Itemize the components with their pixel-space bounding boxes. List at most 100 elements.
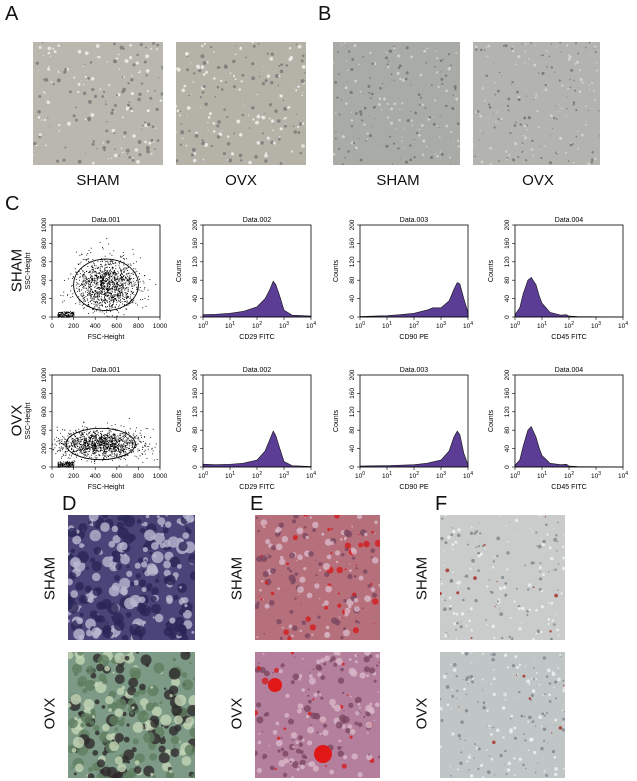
event-dot: [135, 427, 137, 429]
event-dot: [118, 280, 120, 282]
event-dot: [82, 275, 84, 277]
event-dot: [97, 439, 99, 441]
event-dot: [150, 437, 152, 439]
event-dot: [141, 453, 143, 454]
event-dot: [124, 297, 126, 299]
event-dot: [90, 295, 92, 297]
event-dot: [117, 284, 119, 286]
event-dot: [71, 312, 73, 314]
event-dot: [74, 451, 76, 452]
event-dot: [115, 280, 117, 282]
event-dot: [91, 275, 93, 277]
y-tick-label: 120: [349, 406, 356, 417]
event-dot: [116, 301, 118, 303]
event-dot: [135, 447, 137, 449]
x-axis-label: FSC-Height: [88, 484, 125, 491]
y-tick-label: 400: [41, 424, 48, 435]
event-dot: [114, 423, 116, 425]
x-tick-label: 800: [133, 473, 144, 480]
event-dot: [89, 437, 91, 439]
event-dot: [84, 451, 86, 453]
event-dot: [82, 452, 84, 454]
event-dot: [81, 254, 83, 256]
event-dot: [63, 316, 65, 317]
event-dot: [60, 465, 62, 467]
y-tick-label: 160: [504, 388, 511, 399]
event-dot: [88, 287, 90, 289]
event-dot: [122, 268, 124, 270]
event-dot: [117, 446, 119, 448]
event-dot: [67, 464, 69, 466]
event-dot: [87, 253, 89, 254]
event-dot: [105, 281, 107, 283]
event-dot: [107, 287, 108, 289]
event-dot: [110, 443, 112, 445]
event-dot: [84, 439, 86, 441]
event-dot: [113, 297, 115, 299]
event-dot: [127, 304, 129, 306]
event-dot: [89, 432, 91, 434]
plot-frame: [359, 224, 469, 318]
event-dot: [116, 455, 117, 457]
event-dot: [111, 268, 113, 270]
event-dot: [113, 273, 115, 275]
event-dot: [113, 294, 115, 296]
event-dot: [80, 444, 82, 446]
event-dot: [90, 295, 92, 297]
event-dot: [60, 314, 62, 316]
event-dot: [109, 301, 111, 303]
event-dot: [91, 267, 93, 269]
event-dot: [117, 451, 119, 453]
event-dot: [75, 451, 77, 452]
event-dot: [57, 462, 59, 464]
event-dot: [144, 444, 145, 446]
event-dot: [130, 302, 132, 304]
event-dot: [84, 285, 86, 286]
event-dot: [128, 281, 130, 283]
event-dot: [63, 444, 65, 446]
x-axis-label: CD45 FITC: [551, 484, 586, 491]
event-dot: [73, 440, 74, 442]
event-dot: [111, 436, 113, 438]
event-dot: [126, 295, 128, 297]
event-dot: [72, 461, 74, 463]
event-dot: [112, 277, 114, 279]
event-dot: [70, 455, 72, 457]
event-dot: [107, 277, 109, 279]
event-dot: [93, 279, 95, 281]
event-dot: [113, 446, 115, 447]
event-dot: [62, 449, 63, 451]
event-dot: [118, 440, 120, 442]
event-dot: [111, 280, 113, 282]
event-dot: [70, 311, 72, 312]
event-dot: [84, 426, 86, 428]
event-dot: [96, 282, 97, 284]
event-dot: [89, 291, 91, 293]
event-dot: [139, 432, 141, 434]
event-dot: [97, 429, 98, 431]
event-dot: [86, 430, 88, 432]
event-dot: [87, 258, 89, 260]
event-dot: [84, 443, 86, 445]
event-dot: [120, 277, 122, 279]
event-dot: [89, 270, 91, 272]
event-dot: [98, 293, 100, 295]
event-dot: [92, 280, 94, 282]
event-dot: [118, 445, 119, 447]
event-dot: [97, 444, 98, 446]
event-dot: [75, 446, 76, 448]
event-dot: [104, 449, 106, 450]
event-dot: [130, 298, 132, 300]
event-dot: [121, 271, 122, 273]
event-dot: [124, 289, 126, 291]
event-dot: [105, 453, 107, 455]
event-dot: [104, 273, 106, 275]
event-dot: [121, 276, 123, 278]
event-dot: [66, 441, 68, 443]
event-dot: [104, 438, 106, 440]
event-dot: [126, 437, 128, 439]
event-dot: [127, 441, 129, 443]
event-dot: [111, 456, 113, 458]
event-dot: [90, 434, 92, 436]
event-dot: [67, 440, 69, 441]
